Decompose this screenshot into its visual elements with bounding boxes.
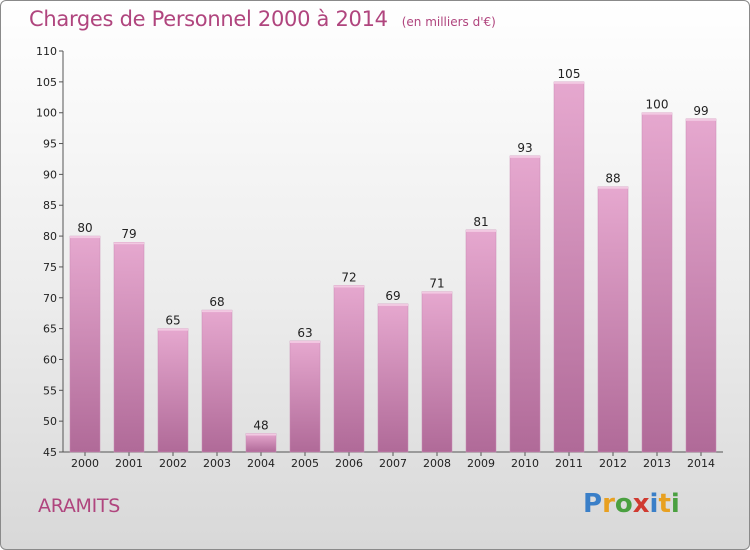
x-tick-label: 2009 [467, 457, 495, 470]
title-block: Charges de Personnel 2000 à 2014 (en mill… [29, 7, 496, 31]
data-label: 99 [693, 104, 708, 118]
bar [421, 291, 453, 453]
y-tick-label: 90 [43, 168, 57, 181]
y-tick-label: 100 [36, 107, 57, 120]
axes: 45 50 55 60 65 70 75 80 85 90 95 100 105 110 2000 2001 2… [36, 45, 723, 470]
bar-highlight [114, 242, 144, 245]
data-label: 65 [165, 314, 180, 328]
y-tick-label: 70 [43, 292, 57, 305]
data-label: 105 [558, 67, 581, 81]
bar [201, 309, 233, 453]
bar-highlight [202, 310, 232, 313]
y-tick-label: 95 [43, 138, 57, 151]
x-tick-label: 2000 [71, 457, 99, 470]
x-tick-label: 2006 [335, 457, 363, 470]
bar-highlight [686, 118, 716, 121]
logo-letter: t [658, 489, 671, 519]
data-label: 80 [77, 221, 92, 235]
data-label: 93 [517, 141, 532, 155]
chart-subtitle: (en milliers d'€) [401, 15, 496, 29]
bar [465, 229, 497, 453]
y-tick-label: 65 [43, 323, 57, 336]
bar-highlight [598, 186, 628, 189]
chart-title: Charges de Personnel 2000 à 2014 [29, 7, 388, 31]
bar [509, 155, 541, 453]
logo-letter: P [583, 489, 603, 519]
y-tick-label: 75 [43, 261, 57, 274]
logo-letter: i [670, 489, 680, 519]
bar-highlight [466, 229, 496, 232]
data-label: 71 [429, 277, 444, 291]
y-tick-label: 105 [36, 76, 57, 89]
y-tick-label: 110 [36, 45, 57, 58]
bar [69, 235, 101, 453]
data-label: 68 [209, 295, 224, 309]
x-tick-label: 2007 [379, 457, 407, 470]
bar-highlight [378, 303, 408, 306]
bar-highlight [290, 340, 320, 343]
bar [377, 303, 409, 453]
x-tick-label: 2001 [115, 457, 143, 470]
data-label: 79 [121, 227, 136, 241]
x-tick-label: 2013 [643, 457, 671, 470]
data-labels: 80 79 65 68 48 63 72 69 71 81 93 105 88 100 99 [77, 67, 708, 433]
data-label: 100 [646, 98, 669, 112]
bar-highlight [422, 291, 452, 294]
bar-highlight [158, 328, 188, 331]
proxiti-logo: Proxiti [583, 489, 680, 519]
y-tick-label: 80 [43, 230, 57, 243]
logo-letter: o [614, 489, 633, 519]
bar-highlight [510, 155, 540, 158]
data-label: 48 [253, 418, 268, 432]
x-tick-label: 2008 [423, 457, 451, 470]
y-tick-label: 60 [43, 353, 57, 366]
bar [333, 285, 365, 453]
bar [641, 112, 673, 453]
bar-highlight [554, 81, 584, 84]
bar [289, 340, 321, 453]
x-tick-label: 2011 [555, 457, 583, 470]
logo-letter: r [602, 489, 615, 519]
logo-letter: x [632, 489, 650, 519]
y-tick-label: 50 [43, 415, 57, 428]
bar [157, 328, 189, 453]
x-tick-label: 2004 [247, 457, 275, 470]
x-tick-label: 2005 [291, 457, 319, 470]
bar-highlight [334, 285, 364, 288]
commune-name: ARAMITS [38, 495, 120, 517]
bar [685, 118, 717, 453]
x-tick-label: 2012 [599, 457, 627, 470]
y-tick-label: 45 [43, 446, 57, 459]
x-tick-label: 2002 [159, 457, 187, 470]
bar [113, 241, 145, 453]
data-label: 69 [385, 289, 400, 303]
bar [597, 186, 629, 453]
bar [245, 433, 277, 453]
bar [553, 81, 585, 453]
bars [69, 81, 717, 453]
x-tick-label: 2003 [203, 457, 231, 470]
data-label: 72 [341, 270, 356, 284]
x-tick-label: 2014 [687, 457, 715, 470]
data-label: 81 [473, 215, 488, 229]
y-tick-label: 55 [43, 384, 57, 397]
logo-letter: i [649, 489, 659, 519]
bar-highlight [70, 236, 100, 239]
x-tick-label: 2010 [511, 457, 539, 470]
data-label: 88 [605, 172, 620, 186]
y-tick-label: 85 [43, 199, 57, 212]
bar-highlight [246, 433, 276, 436]
bar-highlight [642, 112, 672, 115]
data-label: 63 [297, 326, 312, 340]
